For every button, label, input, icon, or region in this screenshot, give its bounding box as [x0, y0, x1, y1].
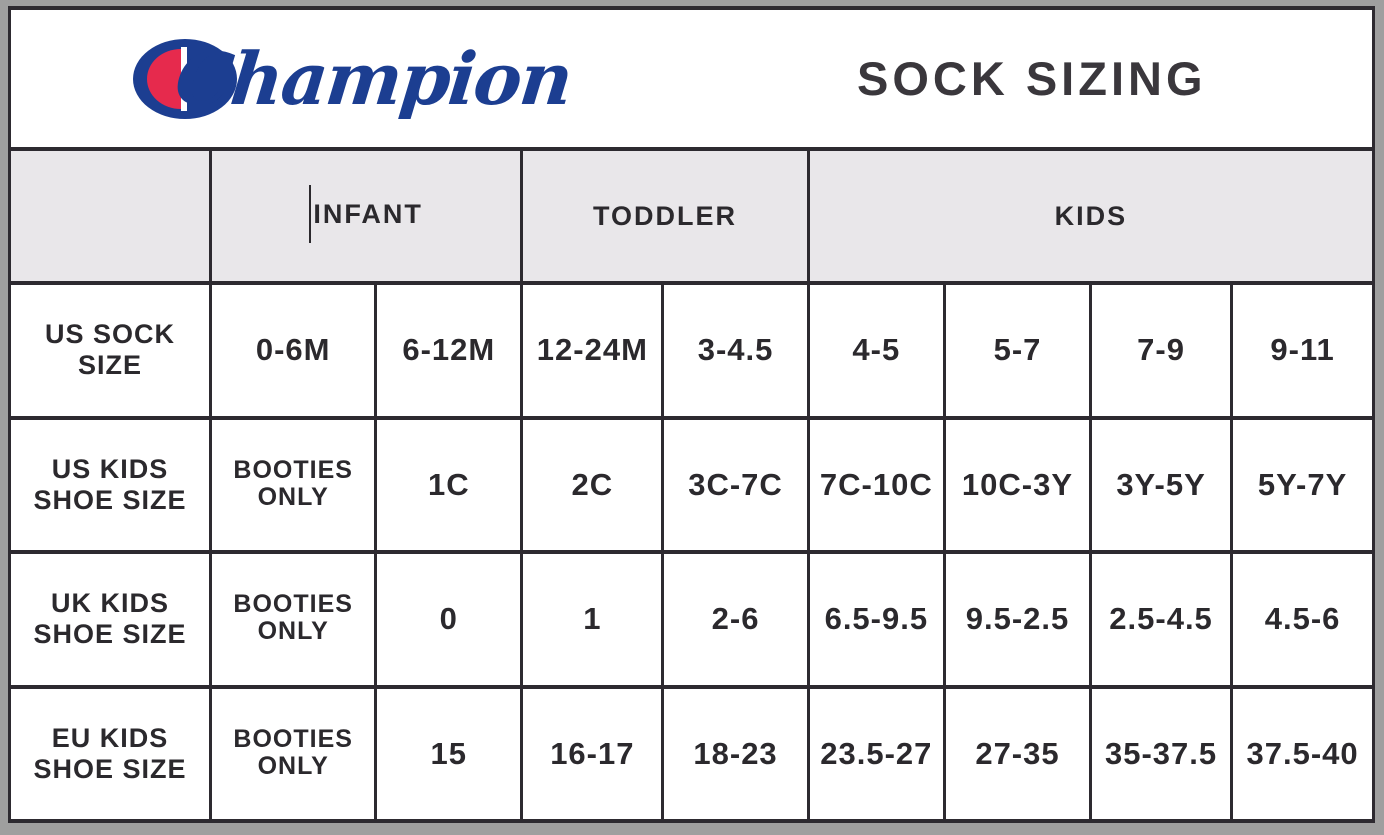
champion-logo: Champion: [11, 35, 692, 121]
group-header-label: KIDS: [1054, 200, 1128, 231]
row-label-us-kids-shoe-size: US KIDS SHOE SIZE: [7, 415, 213, 554]
group-header-infant: INFANT: [209, 147, 524, 285]
group-header-toddler: TODDLER: [520, 147, 810, 285]
cell: 0-6M: [209, 281, 378, 420]
group-header-label: TODDLER: [592, 200, 737, 231]
text-cursor-artifact: [309, 185, 312, 243]
cell: 7C-10C: [806, 415, 947, 554]
cell: 4-5: [806, 281, 947, 420]
cell: 2C: [520, 415, 665, 554]
cell: 3C-7C: [661, 415, 810, 554]
cell: 27-35: [943, 684, 1092, 823]
cell: 9-11: [1230, 281, 1375, 420]
group-header-label: INFANT: [313, 199, 423, 230]
cell: 5Y-7Y: [1230, 415, 1375, 554]
brand-row: Champion SOCK SIZING: [8, 6, 1375, 151]
cell: 0: [374, 550, 524, 689]
group-header-row: INFANT TODDLER KIDS: [7, 147, 1376, 285]
champion-wordmark: Champion: [171, 35, 576, 121]
cell: 1: [520, 550, 665, 689]
cell: 7-9: [1088, 281, 1234, 420]
cell: 15: [374, 684, 524, 823]
row-label-us-sock-size: US SOCK SIZE: [7, 281, 213, 420]
cell: 5-7: [943, 281, 1092, 420]
cell: 12-24M: [520, 281, 665, 420]
cell: 35-37.5: [1088, 684, 1234, 823]
row-eu-kids-shoe-size: EU KIDS SHOE SIZE BOOTIES ONLY 15 16-17 …: [7, 684, 1375, 823]
row-label-uk-kids-shoe-size: UK KIDS SHOE SIZE: [7, 550, 213, 689]
cell: 3Y-5Y: [1088, 415, 1234, 554]
cell: 1C: [374, 415, 524, 554]
sizing-chart-frame: Champion SOCK SIZING INFANT TODDLER KIDS…: [7, 6, 1376, 823]
cell: 3-4.5: [661, 281, 810, 420]
row-us-kids-shoe-size: US KIDS SHOE SIZE BOOTIES ONLY 1C 2C 3C-…: [7, 415, 1375, 554]
cell: BOOTIES ONLY: [209, 550, 378, 689]
cell: 4.5-6: [1230, 550, 1375, 689]
cell: BOOTIES ONLY: [209, 684, 378, 823]
top-band: Champion SOCK SIZING: [11, 35, 1372, 121]
sock-sizing-table: Champion SOCK SIZING INFANT TODDLER KIDS…: [7, 6, 1376, 823]
row-us-sock-size: US SOCK SIZE 0-6M 6-12M 12-24M 3-4.5 4-5…: [7, 281, 1375, 420]
champion-c-emblem-icon: [132, 38, 237, 119]
cell: BOOTIES ONLY: [209, 415, 378, 554]
cell: 6-12M: [374, 281, 524, 420]
cell: 9.5-2.5: [943, 550, 1092, 689]
cell: 16-17: [520, 684, 665, 823]
row-label-eu-kids-shoe-size: EU KIDS SHOE SIZE: [7, 684, 213, 823]
cell: 37.5-40: [1230, 684, 1375, 823]
group-header-kids: KIDS: [806, 147, 1376, 285]
cell: 6.5-9.5: [806, 550, 947, 689]
cell: 2.5-4.5: [1088, 550, 1234, 689]
row-uk-kids-shoe-size: UK KIDS SHOE SIZE BOOTIES ONLY 0 1 2-6 6…: [7, 550, 1375, 689]
cell: 2-6: [661, 550, 810, 689]
page-title: SOCK SIZING: [856, 52, 1207, 105]
cell: 18-23: [661, 684, 810, 823]
group-header-empty-cell: [7, 147, 213, 285]
cell: 10C-3Y: [943, 415, 1092, 554]
cell: 23.5-27: [806, 684, 947, 823]
